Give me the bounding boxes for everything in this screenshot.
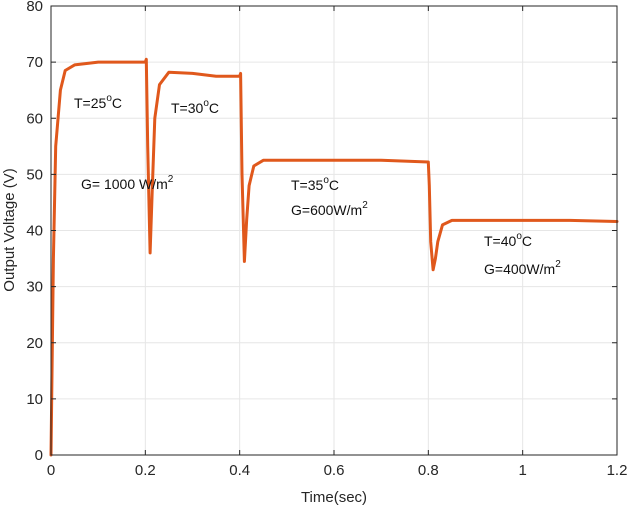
x-tick-label: 0.8 (418, 462, 439, 479)
voltage-curve (49, 57, 619, 457)
y-tick-label: 10 (26, 391, 43, 408)
y-axis-label: Output Voltage (V) (1, 168, 18, 291)
y-tick-label: 0 (35, 447, 43, 464)
y-tick-label: 60 (26, 110, 43, 127)
axis-ticks: 0 0.2 0.4 0.6 0.8 1 1.2 0 10 20 30 40 50 60 70 80 (26, 0, 627, 479)
x-tick-label: 1.2 (607, 462, 628, 479)
annotation-t30: T=30oC (171, 98, 219, 116)
y-tick-label: 20 (26, 335, 43, 352)
x-tick-label: 0.4 (229, 462, 250, 479)
y-tick-label: 80 (26, 0, 43, 15)
annotation-g600: G=600W/m2 (291, 200, 368, 218)
y-tick-label: 70 (26, 54, 43, 71)
x-tick-label: 1 (518, 462, 526, 479)
x-tick-label: 0 (47, 462, 55, 479)
annotation-g400: G=400W/m2 (484, 259, 561, 277)
x-tick-label: 0.2 (135, 462, 156, 479)
y-tick-label: 50 (26, 166, 43, 183)
y-tick-label: 40 (26, 223, 43, 240)
annotation-t25: T=25oC (74, 93, 122, 111)
annotation-t40: T=40oC (484, 231, 532, 249)
voltage-line (49, 57, 619, 457)
x-axis-label: Time(sec) (301, 489, 367, 506)
y-tick-label: 30 (26, 279, 43, 296)
annotation-g1000: G= 1000 W/m2 (81, 174, 174, 192)
annotation-t35: T=35oC (291, 175, 339, 193)
grid-lines (51, 6, 617, 455)
x-tick-label: 0.6 (324, 462, 345, 479)
